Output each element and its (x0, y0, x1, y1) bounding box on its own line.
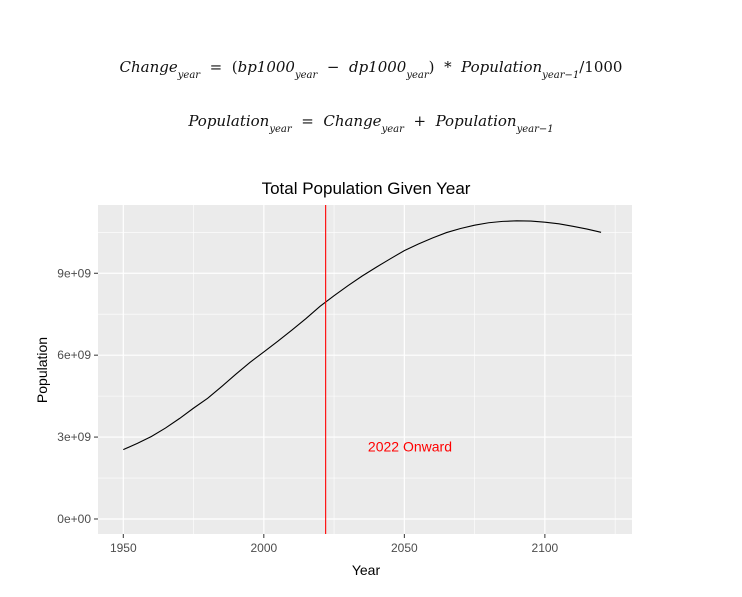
y-tick-label: 9e+09 (57, 266, 91, 280)
formula-subscript: year−1 (542, 70, 580, 81)
y-tick-label: 3e+09 (57, 430, 91, 444)
y-tick-label: 6e+09 (57, 348, 91, 362)
grid-lines (98, 205, 632, 534)
formula-operator: = (209, 58, 223, 76)
formula-operator: = (301, 112, 314, 130)
axes: 1950 2000 2050 2100 0e+00 3e+09 6e+09 9e+09 (57, 266, 558, 555)
population-series-line (123, 220, 602, 451)
formula-term: bp1000 (237, 58, 295, 76)
chart-title: Total Population Given Year (262, 179, 471, 198)
formula-subscript: year (381, 124, 404, 135)
x-tick-label: 1950 (110, 541, 137, 555)
formula-term: Change (323, 112, 382, 130)
x-tick-label: 2100 (532, 541, 559, 555)
formula-term: dp1000 (348, 58, 407, 76)
formula-operator: + (413, 112, 427, 130)
change-formula: Changeyear = (bp1000year − dp1000year) *… (0, 58, 742, 81)
formula-subscript: year (294, 70, 318, 81)
formula-operator: − (326, 58, 340, 76)
annotation-2022-onward: 2022 Onward (368, 439, 452, 455)
x-tick-label: 2000 (250, 541, 277, 555)
formula-subscript: year (269, 124, 292, 135)
population-line-chart: Total Population Given Year 1950 2000 2050… (34, 179, 632, 578)
y-tick-label: 0e+00 (57, 512, 91, 526)
x-tick-label: 2050 (391, 541, 418, 555)
y-axis-label: Population (34, 337, 50, 403)
formula-term: Change (119, 58, 178, 76)
formula-term: Population (461, 58, 543, 76)
formula-subscript: year−1 (516, 124, 554, 135)
plot-panel (98, 205, 632, 534)
formula-term: Population (435, 112, 517, 130)
x-axis-label: Year (352, 562, 381, 578)
formula-term: Population (188, 112, 270, 130)
formula-subscript: year (406, 70, 429, 81)
formula-operator: * (444, 58, 452, 76)
population-formula: Populationyear = Changeyear + Population… (0, 112, 742, 135)
formula-subscript: year (177, 70, 201, 81)
formula-paren: ) (428, 58, 435, 76)
formula-term: /1000 (579, 58, 623, 76)
formula-paren: ( (231, 58, 238, 76)
